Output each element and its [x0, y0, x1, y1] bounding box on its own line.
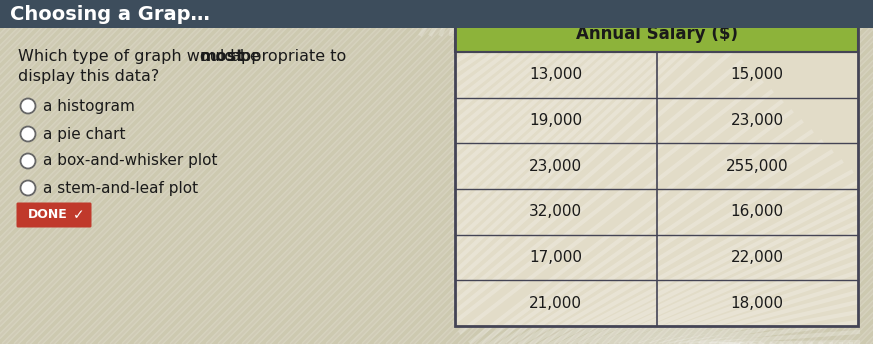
Text: Annual Salary ($): Annual Salary ($)	[575, 25, 738, 43]
Text: Choosing a Grap…: Choosing a Grap…	[10, 4, 210, 23]
Text: 23,000: 23,000	[529, 159, 582, 174]
Text: a box-and-whisker plot: a box-and-whisker plot	[43, 153, 217, 169]
Text: 13,000: 13,000	[529, 67, 582, 82]
Text: 15,000: 15,000	[731, 67, 784, 82]
Bar	[0, 0, 873, 28]
FancyBboxPatch shape	[17, 203, 92, 227]
Circle shape	[20, 98, 36, 114]
Bar	[455, 16, 858, 326]
Text: 32,000: 32,000	[529, 204, 582, 219]
Text: 18,000: 18,000	[731, 295, 784, 311]
Circle shape	[20, 127, 36, 141]
Circle shape	[20, 181, 36, 195]
Text: a histogram: a histogram	[43, 98, 134, 114]
Text: appropriate to: appropriate to	[226, 49, 347, 64]
Circle shape	[20, 153, 36, 169]
Text: Which type of graph would be: Which type of graph would be	[18, 49, 265, 64]
Text: a stem-and-leaf plot: a stem-and-leaf plot	[43, 181, 198, 195]
Text: 22,000: 22,000	[731, 250, 784, 265]
Text: ✓: ✓	[73, 208, 85, 222]
Text: 17,000: 17,000	[529, 250, 582, 265]
Text: DONE: DONE	[28, 208, 68, 222]
Bar	[455, 16, 858, 326]
Text: most: most	[199, 49, 244, 64]
Bar	[455, 16, 858, 52]
Text: 23,000: 23,000	[731, 113, 784, 128]
Text: 16,000: 16,000	[731, 204, 784, 219]
Text: 255,000: 255,000	[726, 159, 788, 174]
Text: 19,000: 19,000	[529, 113, 582, 128]
Text: a pie chart: a pie chart	[43, 127, 126, 141]
Text: display this data?: display this data?	[18, 69, 159, 84]
Text: 21,000: 21,000	[529, 295, 582, 311]
